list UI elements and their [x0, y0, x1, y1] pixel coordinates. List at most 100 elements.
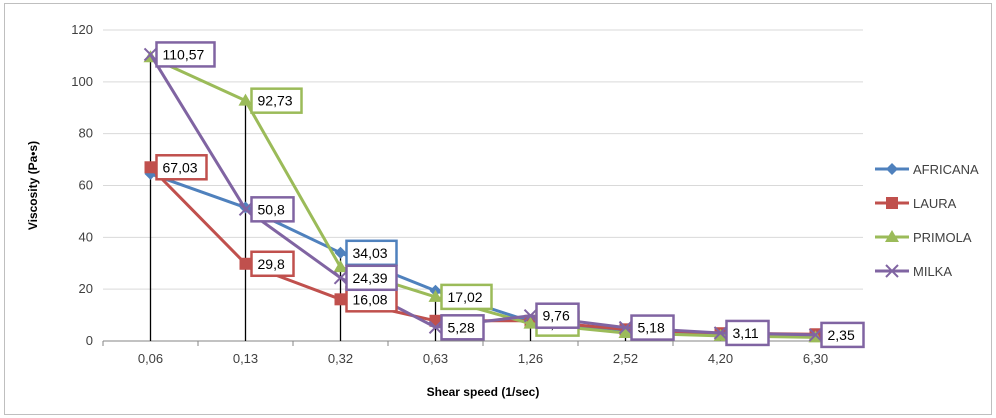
y-tick-label: 60 [79, 178, 93, 193]
data-label: 67,03 [163, 159, 198, 175]
data-label: 92,73 [258, 93, 293, 109]
triangle-marker [523, 316, 538, 329]
data-label-box [440, 314, 485, 341]
data-label-box [155, 41, 216, 68]
data-label-box [345, 264, 398, 292]
x-marker [333, 271, 348, 285]
data-label: 24,39 [353, 270, 388, 286]
viscosity-chart: 0 20 40 60 80 100 120 0,06 0,13 0,32 0,63 1,26 2,52 4… [26, 22, 979, 399]
x-tick-label: 4,20 [708, 351, 733, 366]
x-tick-label: 6,30 [803, 351, 828, 366]
x-tick-label: 2,52 [613, 351, 638, 366]
data-label: 9,76 [543, 308, 570, 324]
data-label-box [440, 283, 493, 311]
data-label-africana: 34,03 [345, 239, 398, 267]
x-axis-title: Shear speed (1/sec) [427, 385, 540, 399]
x-marker-stroke [333, 271, 348, 285]
triangle-marker [618, 325, 633, 338]
y-tick-label: 100 [71, 74, 93, 89]
series-line [149, 55, 816, 339]
x-tick-label: 0,63 [423, 351, 448, 366]
chart-frame: 0 20 40 60 80 100 120 0,06 0,13 0,32 0,63 1,26 2,52 4… [4, 3, 992, 415]
legend-item-primola: PRIMOLA [875, 230, 972, 245]
x-tick-label: 0,13 [233, 351, 258, 366]
square-marker [239, 257, 252, 270]
data-label-box [535, 302, 580, 329]
data-label: 5,18 [638, 320, 665, 336]
y-tick-label: 20 [79, 281, 93, 296]
x-marker-stroke [523, 308, 538, 323]
legend-label: LAURA [913, 196, 957, 211]
data-label: 17,02 [448, 289, 483, 305]
x-tick-label: 0,06 [138, 351, 163, 366]
legend: AFRICANA LAURA PRIMOLA MILKA [875, 162, 979, 279]
axis-layer: 0 20 40 60 80 100 120 0,06 0,13 0,32 0,63 1,26 2,52 4… [71, 22, 864, 366]
x-marker [428, 320, 443, 335]
data-label-box [155, 154, 208, 181]
data-label-primola: 17,02 [440, 283, 493, 311]
data-label-box [250, 250, 295, 278]
y-tick-label: 40 [79, 229, 93, 244]
data-label-laura: 16,08 [345, 286, 398, 313]
x-marker-stroke [143, 47, 158, 62]
data-label-milka: 5,28 [440, 314, 485, 341]
data-label-milka: 24,39 [345, 264, 398, 292]
triangle-marker [238, 93, 253, 106]
x-marker-stroke [885, 264, 899, 278]
legend-item-laura: LAURA [875, 196, 957, 211]
data-label-box [250, 87, 303, 114]
data-label-milka: 9,76 [535, 302, 580, 329]
data-label: 50,8 [258, 201, 285, 217]
x-marker-stroke [808, 328, 823, 342]
data-label: 2,35 [828, 327, 855, 343]
y-tick-label: 0 [86, 333, 93, 348]
data-label-laura: 67,03 [155, 154, 208, 181]
data-label-primola: 92,73 [250, 87, 303, 114]
x-marker-stroke [428, 320, 443, 335]
x-marker [143, 47, 158, 62]
data-label-milka: 2,35 [820, 321, 865, 349]
x-marker-stroke [618, 320, 633, 335]
data-label: 110,57 [163, 46, 205, 62]
legend-label: PRIMOLA [913, 230, 972, 245]
square-marker [144, 161, 157, 174]
x-marker [713, 326, 728, 340]
legend-label: AFRICANA [913, 162, 979, 177]
data-label-box [725, 319, 770, 347]
data-label-laura: 29,8 [250, 250, 295, 278]
data-label-box [820, 321, 865, 349]
x-tick-label: 0,32 [328, 351, 353, 366]
data-label-box [630, 314, 675, 341]
x-tick-label: 1,26 [518, 351, 543, 366]
diamond-marker [886, 163, 898, 175]
data-label: 29,8 [258, 256, 285, 272]
x-marker [808, 328, 823, 342]
x-marker [885, 264, 899, 278]
square-marker [886, 197, 898, 209]
data-label: 16,08 [353, 291, 388, 307]
x-marker-stroke [238, 202, 253, 217]
triangle-marker [333, 260, 348, 273]
data-label-layer: 34,0367,0329,816,0892,7317,026,71110,575… [155, 41, 865, 349]
data-label-milka: 3,11 [725, 319, 770, 347]
legend-item-africana: AFRICANA [875, 162, 979, 177]
data-label-milka: 50,8 [250, 196, 295, 223]
diamond-marker [334, 246, 347, 259]
x-marker [523, 308, 538, 323]
y-axis-title: Viscosity (Pa•s) [26, 141, 40, 230]
triangle-marker [885, 230, 899, 242]
data-label-milka: 110,57 [155, 41, 216, 68]
data-label: 5,28 [448, 319, 475, 335]
x-marker [238, 202, 253, 217]
legend-item-milka: MILKA [875, 264, 952, 279]
y-tick-label: 80 [79, 126, 93, 141]
data-label: 34,03 [353, 245, 388, 261]
legend-label: MILKA [913, 264, 952, 279]
x-marker [618, 320, 633, 335]
y-tick-label: 120 [71, 22, 93, 37]
square-marker [334, 293, 347, 306]
data-label-milka: 5,18 [630, 314, 675, 341]
triangle-marker [428, 289, 443, 302]
x-marker-stroke [713, 326, 728, 340]
data-label-box [250, 196, 295, 223]
